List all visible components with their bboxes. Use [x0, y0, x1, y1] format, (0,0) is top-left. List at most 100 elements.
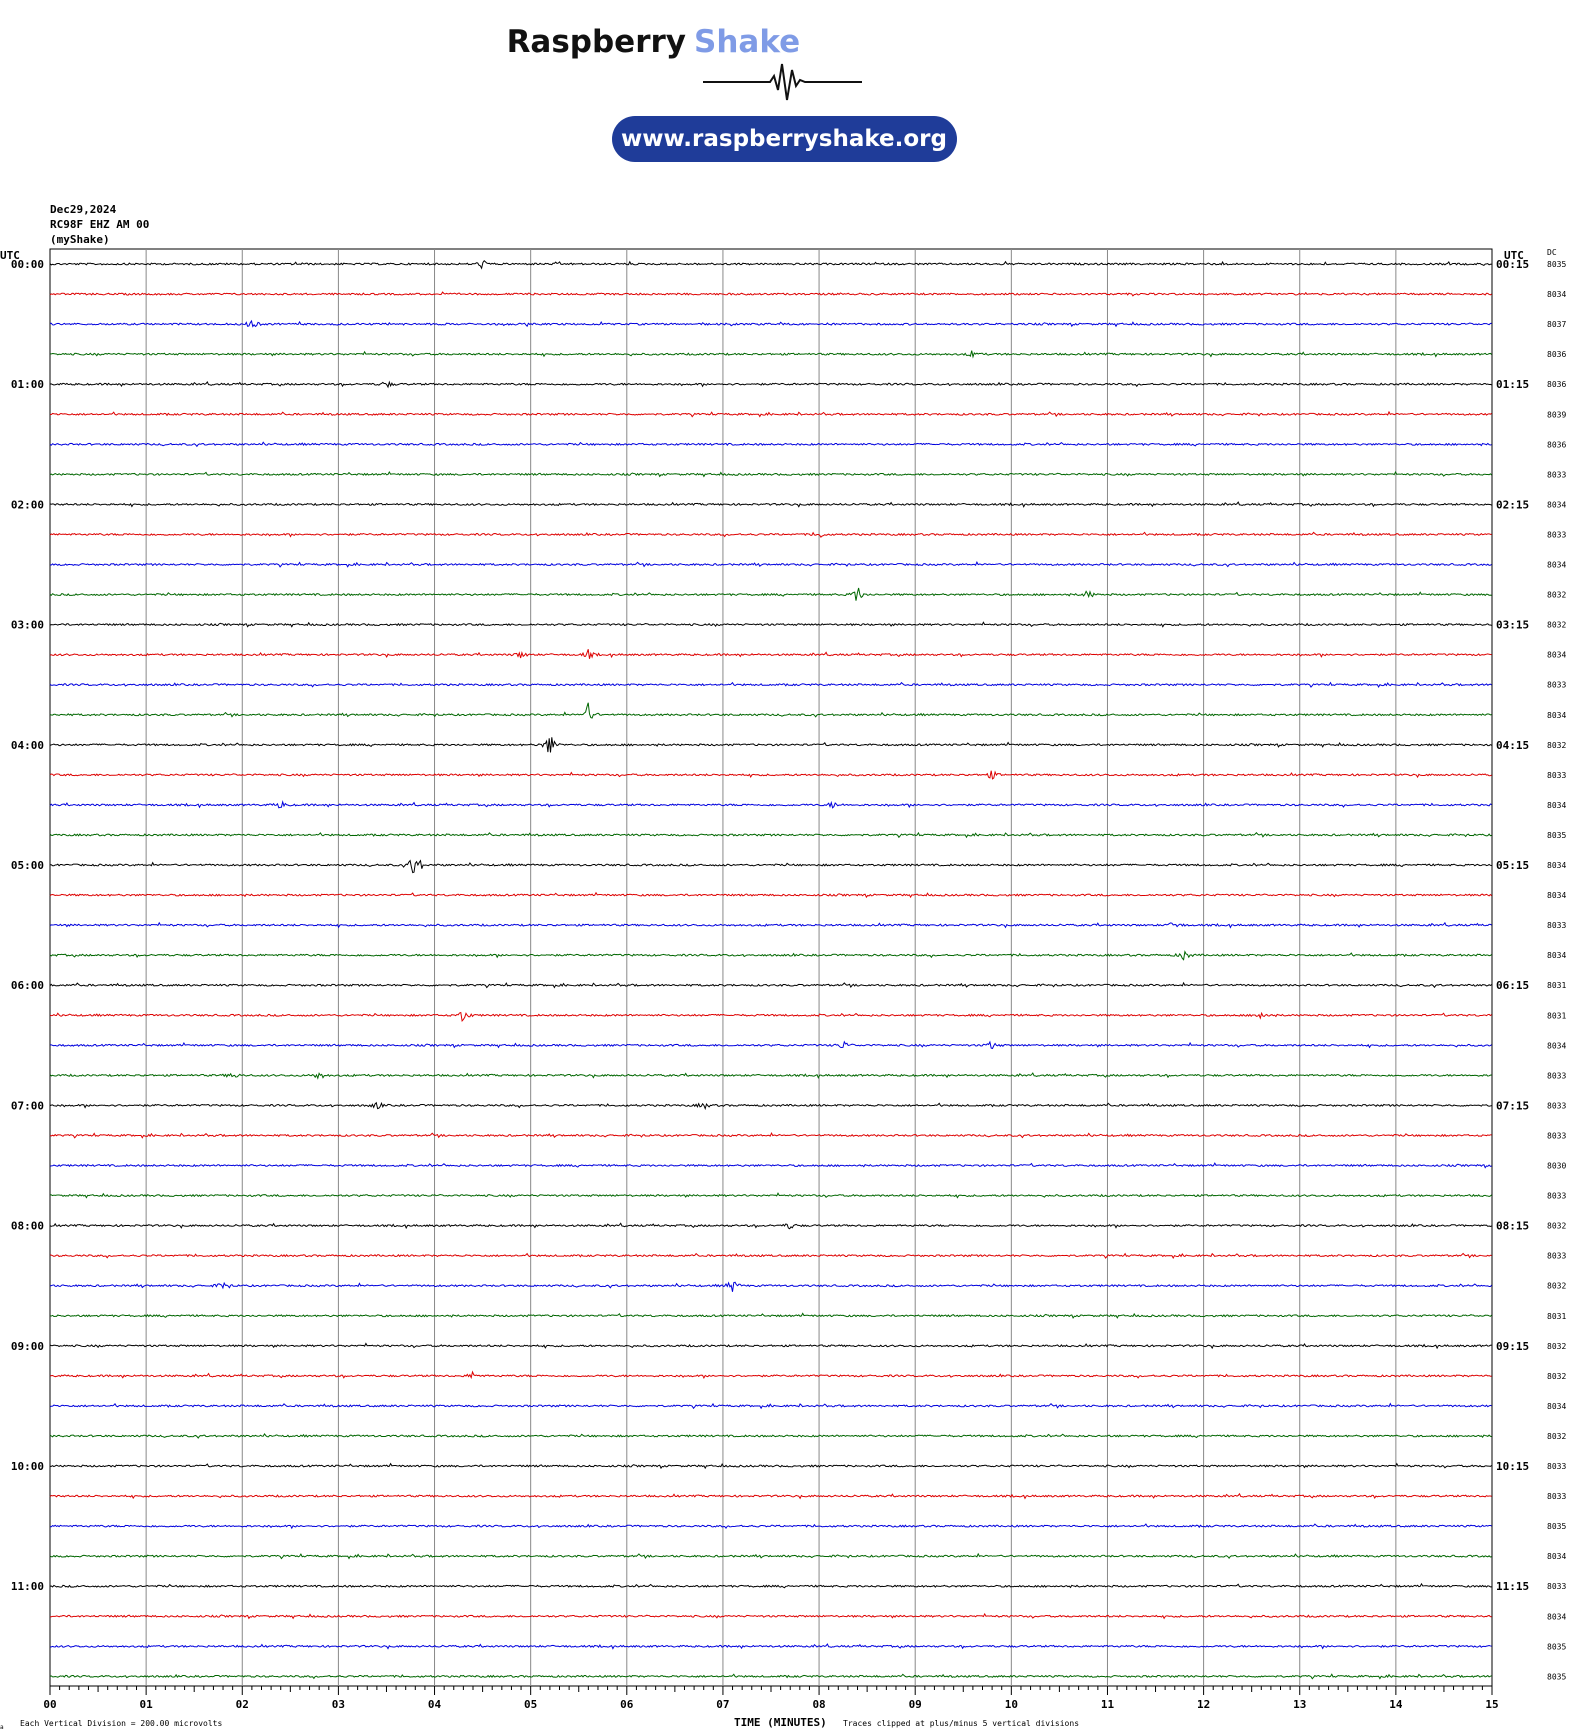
left-hour-labels: 00:00 01:00 02:00 03:00 04:00 05:00 06:00 07:00…: [11, 258, 44, 1593]
trace-line-30: [49, 1162, 1492, 1169]
dc-value-label: 8035: [1547, 1672, 1566, 1681]
website-link[interactable]: www.raspberryshake.org: [612, 116, 957, 162]
right-time-label: 08:15: [1496, 1220, 1529, 1233]
dc-value-label: 8036: [1547, 380, 1566, 389]
brand-word-shake: Shake: [694, 24, 800, 60]
dc-value-label: 8032: [1547, 591, 1566, 600]
left-time-label: 11:00: [11, 1580, 44, 1593]
dc-value-label: 8034: [1547, 1402, 1566, 1411]
dc-value-label: 8033: [1547, 1252, 1566, 1261]
dc-value-label: 8034: [1547, 1041, 1566, 1050]
dc-value-label: 8032: [1547, 1432, 1566, 1441]
dc-value-label: 8034: [1547, 861, 1566, 870]
dc-value-label: 8033: [1547, 1462, 1566, 1471]
vertical-division-note: Each Vertical Division = 200.00 microvol…: [20, 1719, 222, 1728]
trace-line-4: [49, 380, 1492, 389]
trace-line-43: [49, 1552, 1492, 1560]
trace-line-27: [49, 1072, 1492, 1080]
trace-line-15: [49, 702, 1492, 719]
website-url: www.raspberryshake.org: [621, 126, 947, 152]
right-axis-title: UTC: [1504, 249, 1524, 262]
trace-line-8: [49, 501, 1492, 508]
x-tick-label: 09: [909, 1698, 922, 1711]
dc-value-label: 8034: [1547, 891, 1566, 900]
trace-line-40: [49, 1462, 1492, 1470]
left-time-label: 01:00: [11, 378, 44, 391]
right-time-label: 05:15: [1496, 859, 1529, 872]
x-tick-label: 02: [236, 1698, 249, 1711]
dc-offset-labels: 8035 8034 8037 8036 8036 8039 8036 8033 8034 8033…: [1547, 260, 1566, 1681]
x-tick-label: 12: [1197, 1698, 1210, 1711]
trace-line-0: [49, 259, 1492, 270]
dc-value-label: 8033: [1547, 1101, 1566, 1110]
dc-value-label: 8036: [1547, 350, 1566, 359]
trace-line-36: [49, 1342, 1492, 1350]
trace-line-6: [49, 441, 1492, 448]
right-time-label: 03:15: [1496, 619, 1529, 632]
scale-corner-glyph: a: [0, 1724, 4, 1731]
trace-line-35: [49, 1312, 1493, 1319]
x-axis-label: TIME (MINUTES): [734, 1716, 827, 1729]
right-time-label: 01:15: [1496, 378, 1529, 391]
right-time-label: 06:15: [1496, 979, 1529, 992]
dc-value-label: 8031: [1547, 981, 1566, 990]
trace-line-14: [49, 681, 1492, 688]
right-time-label: 00:15: [1496, 258, 1529, 271]
x-tick-label: 06: [620, 1698, 634, 1711]
dc-value-label: 8034: [1547, 500, 1566, 509]
dc-value-label: 8035: [1547, 1642, 1566, 1651]
dc-value-label: 8031: [1547, 1011, 1566, 1020]
trace-line-41: [49, 1492, 1492, 1500]
dc-value-label: 8033: [1547, 921, 1566, 930]
right-time-label: 07:15: [1496, 1099, 1529, 1112]
trace-line-38: [49, 1402, 1492, 1410]
left-axis-title: UTC: [0, 249, 20, 262]
trace-line-10: [49, 561, 1492, 568]
x-tick-label: 14: [1389, 1698, 1403, 1711]
station-date: Dec29,2024: [50, 203, 117, 216]
left-time-label: 02:00: [11, 498, 44, 511]
x-tick-label: 03: [332, 1698, 345, 1711]
trace-line-5: [49, 410, 1492, 418]
dc-value-label: 8033: [1547, 1582, 1566, 1591]
left-time-label: 04:00: [11, 739, 44, 752]
trace-line-16: [49, 737, 1492, 753]
trace-line-19: [49, 831, 1492, 839]
x-tick-label: 13: [1293, 1698, 1306, 1711]
right-time-label: 04:15: [1496, 739, 1529, 752]
left-time-label: 08:00: [11, 1220, 44, 1233]
left-time-label: 06:00: [11, 979, 44, 992]
right-hour-labels: 00:15 01:15 02:15 03:15 04:15 05:15 06:15 07:15…: [1496, 258, 1529, 1593]
dc-value-label: 8034: [1547, 951, 1566, 960]
trace-line-25: [49, 1011, 1492, 1023]
trace-line-32: [49, 1222, 1492, 1230]
trace-line-2: [49, 319, 1492, 328]
clipping-note: Traces clipped at plus/minus 5 vertical …: [843, 1719, 1079, 1728]
left-time-label: 03:00: [11, 619, 44, 632]
trace-line-23: [49, 950, 1492, 961]
trace-line-29: [49, 1132, 1492, 1139]
trace-line-11: [49, 587, 1492, 601]
right-time-label: 02:15: [1496, 498, 1529, 511]
raspberry-shake-logo: Raspberry Shake: [507, 24, 862, 101]
dc-value-label: 8033: [1547, 1492, 1566, 1501]
station-channel: RC98F EHZ AM 00: [50, 218, 149, 231]
x-tick-label: 15: [1485, 1698, 1498, 1711]
right-time-label: 11:15: [1496, 1580, 1529, 1593]
trace-line-9: [49, 531, 1492, 538]
dc-value-label: 8034: [1547, 711, 1566, 720]
dc-value-label: 8033: [1547, 470, 1566, 479]
right-time-label: 09:15: [1496, 1340, 1529, 1353]
dc-value-label: 8034: [1547, 1612, 1566, 1621]
dc-value-label: 8035: [1547, 831, 1566, 840]
x-tick-label: 04: [428, 1698, 442, 1711]
dc-value-label: 8032: [1547, 1222, 1566, 1231]
trace-line-44: [49, 1582, 1492, 1589]
trace-line-37: [49, 1370, 1492, 1380]
minute-gridlines: [145, 249, 1397, 1686]
dc-value-label: 8033: [1547, 1131, 1566, 1140]
x-tick-label: 08: [812, 1698, 825, 1711]
dc-value-label: 8032: [1547, 1342, 1566, 1351]
dc-value-label: 8032: [1547, 621, 1566, 630]
